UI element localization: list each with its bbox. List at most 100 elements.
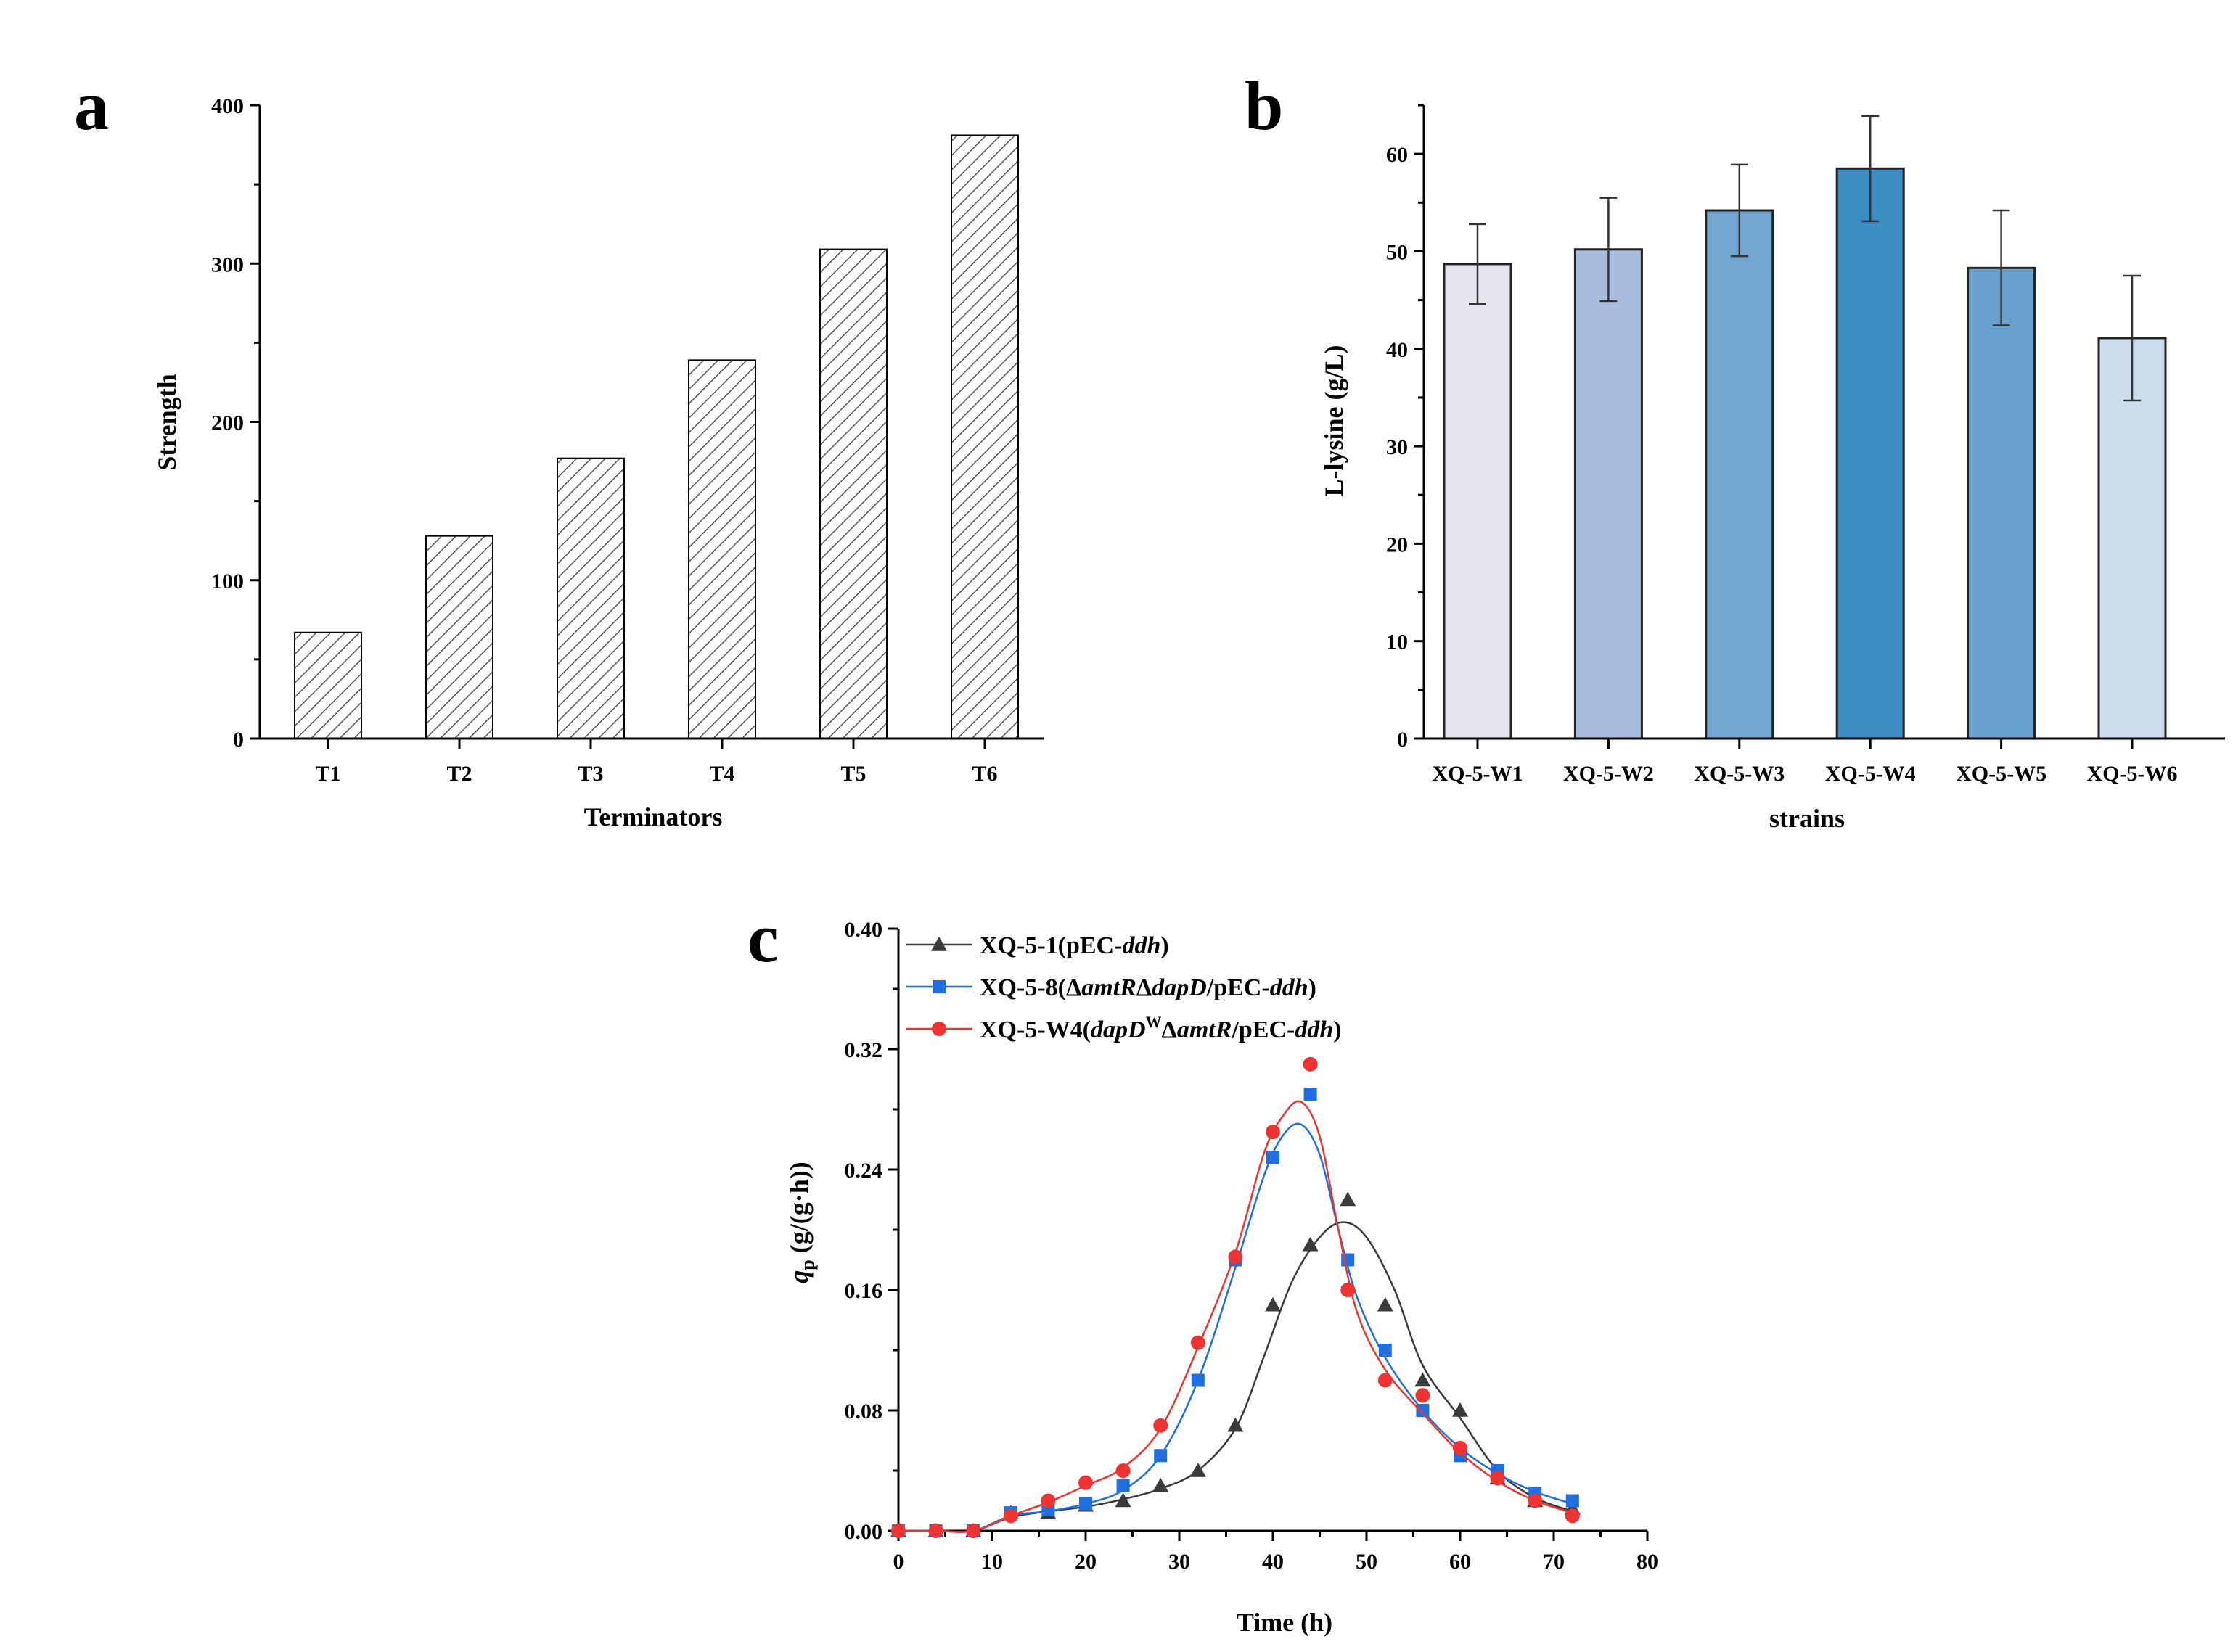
x-tick-label: XQ-5-W1 — [1433, 762, 1523, 786]
y-tick-label: 0.40 — [845, 918, 883, 942]
error-bar-XQ-5-W4 — [1861, 115, 1880, 223]
data-point-triangle — [1115, 1492, 1131, 1508]
legend-label-part: XQ-5-1(pEC- — [980, 932, 1122, 959]
panel-b: b XQ-5-W1 XQ-5-W2 XQ-5-W3 XQ-5-W4 XQ-5-W5 XQ-… — [1245, 67, 2225, 833]
legend-label-part: amtR — [1081, 974, 1136, 1001]
data-point-circle — [1228, 1249, 1243, 1265]
panel-b-bars — [1443, 115, 2167, 740]
panel-c-legend: XQ-5-1(pEC-ddh) XQ-5-8(ΔamtRΔdapD/pEC-ddh… — [906, 932, 1342, 1043]
data-point-circle — [1303, 1056, 1318, 1072]
bar-b-XQ-5-W6 — [2097, 337, 2167, 740]
error-bar-XQ-5-W5 — [1992, 209, 2010, 326]
legend-label-part: /pEC- — [1231, 1016, 1295, 1043]
data-point-triangle — [1152, 1477, 1169, 1492]
series-circle — [891, 1056, 1580, 1538]
y-tick-label: 0.32 — [845, 1038, 883, 1062]
error-bar-XQ-5-W1 — [1469, 223, 1486, 305]
fit-line-square — [898, 1122, 1573, 1533]
data-point-circle — [1153, 1418, 1168, 1433]
panel-a-x-title: Terminators — [584, 802, 723, 831]
legend-label-part: W — [1146, 1013, 1162, 1031]
legend-label: XQ-5-8(ΔamtRΔdapD/pEC-ddh) — [980, 974, 1316, 1001]
y-tick-label: 100 — [211, 570, 244, 593]
series-square — [892, 1088, 1579, 1537]
data-point-circle — [891, 1524, 906, 1538]
data-point-square — [1079, 1497, 1092, 1511]
legend-marker-square-icon — [933, 980, 946, 993]
legend-label: XQ-5-W4(dapDWΔamtR/pEC-ddh) — [980, 1013, 1342, 1043]
data-point-circle — [1453, 1440, 1467, 1455]
data-point-circle — [1415, 1388, 1430, 1403]
legend-label-part: XQ-5-W4( — [980, 1016, 1091, 1043]
fit-line-circle — [898, 1100, 1573, 1533]
legend-label-part: dapD — [1091, 1016, 1146, 1043]
error-bar-XQ-5-W3 — [1730, 163, 1748, 258]
legend-label-part: /pEC- — [1206, 974, 1270, 1001]
y-tick-label: 0.08 — [845, 1400, 883, 1423]
y-tick-label: 0 — [233, 728, 244, 752]
data-point-circle — [1190, 1335, 1205, 1350]
data-point-circle — [1340, 1283, 1356, 1297]
y-tick-label: 0.24 — [845, 1159, 883, 1183]
legend-label-part: Δ — [1136, 974, 1152, 1001]
data-point-square — [1191, 1373, 1205, 1387]
data-point-circle — [1041, 1493, 1056, 1508]
bar-a-T4 — [688, 359, 756, 739]
data-point-circle — [966, 1524, 981, 1538]
legend-marker-circle-icon — [932, 1022, 946, 1036]
legend-entry-triangle: XQ-5-1(pEC-ddh) — [906, 932, 1169, 959]
data-point-triangle — [1452, 1402, 1468, 1417]
legend-label-part: ddh — [1270, 974, 1308, 1001]
y-tick-label: 20 — [1386, 533, 1408, 556]
bar-b-XQ-5-W1 — [1443, 263, 1512, 740]
data-point-circle — [1266, 1125, 1280, 1140]
x-tick-label: 50 — [1356, 1550, 1377, 1574]
legend-label-part: Δ — [1162, 1016, 1177, 1043]
x-tick-label: XQ-5-W5 — [1956, 762, 2046, 786]
bar-a-T6 — [951, 134, 1019, 739]
bar-b-XQ-5-W4 — [1835, 167, 1905, 740]
data-point-square — [1565, 1494, 1579, 1508]
y-tick-label: 60 — [1386, 143, 1408, 167]
data-point-triangle — [1302, 1236, 1319, 1252]
x-tick-label: XQ-5-W2 — [1563, 762, 1654, 786]
data-point-square — [1378, 1344, 1392, 1357]
x-tick-label: 40 — [1262, 1550, 1284, 1574]
panel-c-x-title: Time (h) — [1237, 1608, 1332, 1637]
x-tick-label: T2 — [446, 762, 472, 786]
bar-b-XQ-5-W2 — [1573, 248, 1643, 740]
legend-entry-circle: XQ-5-W4(dapDWΔamtR/pEC-ddh) — [906, 1013, 1342, 1043]
data-point-triangle — [1414, 1372, 1431, 1387]
panel-c-y-title: qp (g/(g·h)) — [784, 1162, 818, 1283]
y-tick-label: 200 — [211, 411, 244, 435]
x-tick-label: T6 — [972, 762, 997, 786]
legend-label-part: dapD — [1152, 974, 1207, 1001]
y-tick-label: 30 — [1386, 435, 1408, 459]
x-tick-label: 70 — [1543, 1550, 1565, 1574]
y-tick-label: 40 — [1386, 338, 1408, 362]
x-tick-label: XQ-5-W4 — [1825, 762, 1916, 786]
panel-c-axes: 0 10 20 30 40 50 60 70 80 0.00 0.08 0.16 0.24 0.32 0.4… — [845, 918, 1659, 1574]
y-tick-label: 10 — [1386, 630, 1408, 654]
legend-entry-square: XQ-5-8(ΔamtRΔdapD/pEC-ddh) — [906, 974, 1316, 1001]
data-point-triangle — [1377, 1296, 1393, 1312]
panel-a-y-title: Strength — [152, 374, 181, 470]
data-point-circle — [1078, 1475, 1093, 1490]
panel-a-bars — [294, 134, 1019, 740]
legend-label: XQ-5-1(pEC-ddh) — [980, 932, 1169, 959]
data-point-circle — [1115, 1463, 1131, 1478]
y-tick-label: 400 — [211, 94, 244, 118]
panel-b-letter: b — [1245, 67, 1283, 144]
panel-c-letter: c — [747, 899, 779, 977]
bar-a-T1 — [294, 631, 362, 740]
x-tick-label: T4 — [709, 762, 734, 786]
y-tick-label: 0.16 — [845, 1279, 883, 1303]
y-tick-label: 0 — [1397, 728, 1408, 752]
data-point-circle — [1003, 1508, 1018, 1524]
legend-label-part: ) — [1160, 932, 1168, 959]
data-point-circle — [1565, 1508, 1580, 1524]
y-tick-label: 50 — [1386, 240, 1408, 264]
panel-b-y-title: L-lysine (g/L) — [1319, 345, 1348, 496]
